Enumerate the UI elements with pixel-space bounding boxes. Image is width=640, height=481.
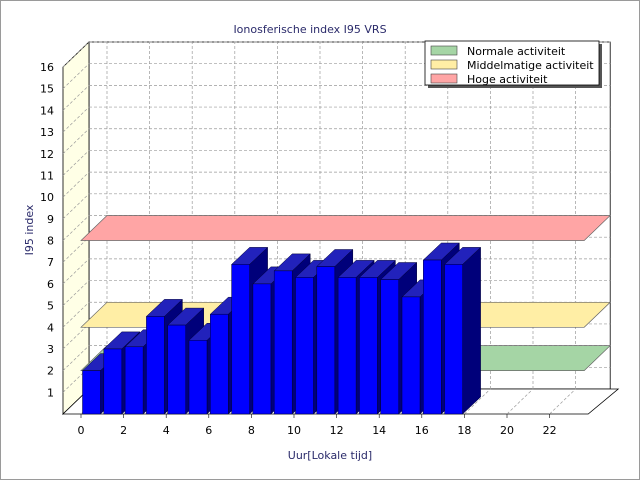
legend-label: Normale activiteit: [467, 45, 566, 58]
gridline-floor: [464, 388, 491, 415]
bar: [444, 264, 463, 415]
gridline-side: [62, 323, 90, 350]
x-tick-label: 12: [330, 424, 344, 437]
y-tick-label: 1: [47, 386, 54, 399]
bar: [82, 370, 101, 415]
legend-swatch: [430, 59, 458, 70]
bar: [188, 340, 208, 415]
legend-label: Hoge activiteit: [467, 73, 548, 86]
x-tick-label: 0: [78, 424, 85, 437]
y-tick-label: 5: [47, 300, 54, 313]
y-tick-label: 15: [40, 83, 54, 96]
gridline-side: [62, 215, 90, 241]
x-tick-label: 16: [415, 424, 429, 437]
bar: [337, 277, 357, 415]
y-axis-label: I95 index: [23, 204, 36, 255]
bar: [124, 346, 144, 415]
y-tick-label: 2: [47, 365, 54, 378]
bar: [103, 348, 123, 415]
legend-swatch: [430, 45, 458, 56]
y-tick-label: 7: [47, 256, 54, 269]
gridline-side: [62, 236, 90, 263]
gridline-floor: [549, 388, 576, 415]
x-tick-label: 6: [205, 424, 212, 437]
gridline-side: [62, 63, 90, 89]
y-tick-label: 8: [47, 235, 54, 248]
bar: [231, 264, 250, 415]
gridline-side: [62, 280, 90, 306]
y-tick-label: 16: [40, 61, 54, 74]
bar: [401, 296, 421, 415]
gridline-side: [62, 41, 90, 68]
chart-title: Ionosferische index I95 VRS: [233, 23, 386, 36]
x-tick-label: 2: [120, 424, 127, 437]
y-tick-label: 9: [47, 213, 54, 226]
y-tick-label: 4: [47, 321, 54, 334]
gridline-side: [62, 85, 90, 111]
bar: [273, 270, 293, 415]
gridline-side: [62, 128, 90, 155]
gridline-side: [62, 150, 90, 176]
threshold-band: [80, 215, 612, 241]
x-tick-label: 14: [372, 424, 386, 437]
bar: [295, 277, 314, 415]
legend-swatch: [430, 73, 458, 84]
bar: [167, 324, 186, 415]
bar: [252, 283, 272, 415]
x-tick-label: 10: [287, 424, 301, 437]
gridline-side: [62, 345, 90, 371]
bar: [380, 279, 399, 415]
y-tick-label: 10: [40, 191, 54, 204]
bar: [210, 313, 229, 415]
bar: [146, 316, 165, 415]
x-tick-label: 22: [543, 424, 557, 437]
x-axis-label: Uur[Lokale tijd]: [288, 449, 372, 462]
gridline-side: [62, 258, 90, 285]
x-tick-label: 4: [163, 424, 170, 437]
gridline-side: [62, 171, 90, 198]
y-tick-label: 12: [40, 148, 54, 161]
bars: [81, 242, 482, 415]
y-tick-label: 13: [40, 126, 54, 139]
bar: [359, 277, 378, 415]
bar: [423, 259, 442, 415]
legend-label: Middelmatige activiteit: [467, 59, 594, 72]
gridline-floor: [506, 388, 534, 415]
gridline-side: [62, 106, 90, 133]
bar: [316, 266, 336, 415]
x-tick-label: 18: [457, 424, 471, 437]
x-tick-label: 8: [248, 424, 255, 437]
x-tick-label: 20: [500, 424, 514, 437]
bar-side: [462, 246, 481, 415]
y-tick-label: 6: [47, 278, 54, 291]
gridline-side: [62, 193, 90, 220]
y-tick-label: 3: [47, 343, 54, 356]
gridline-side: [62, 301, 90, 328]
y-tick-label: 14: [40, 104, 54, 117]
y-tick-label: 11: [40, 169, 54, 182]
